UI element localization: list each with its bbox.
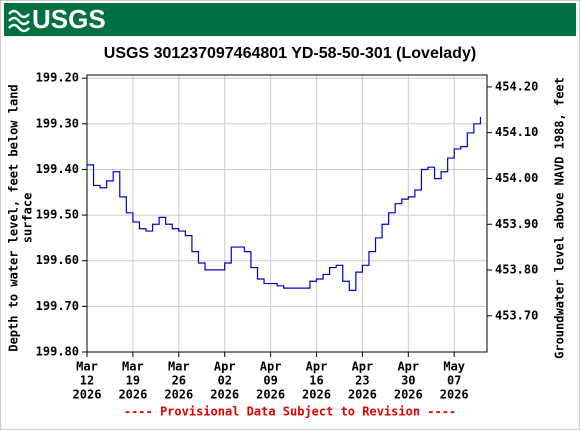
x-tick-label: 02 — [217, 374, 231, 388]
y-tick-label: 199.50 — [36, 208, 79, 222]
x-tick-label: 2026 — [302, 388, 331, 402]
y2-tick-label: 454.10 — [495, 125, 538, 139]
x-tick-label: 16 — [309, 374, 323, 388]
y2-tick-label: 453.80 — [495, 263, 538, 277]
header-bar — [4, 3, 576, 36]
x-tick-label: 26 — [172, 374, 186, 388]
x-tick-label: Apr — [306, 360, 328, 374]
y2-tick-label: 453.90 — [495, 217, 538, 231]
x-tick-label: 2026 — [256, 388, 285, 402]
x-tick-label: Apr — [260, 360, 282, 374]
x-tick-label: Mar — [168, 360, 190, 374]
y2-tick-label: 453.70 — [495, 308, 538, 322]
x-tick-label: 2026 — [164, 388, 193, 402]
data-line — [87, 116, 482, 291]
chart-title: USGS 301237097464801 YD-58-50-301 (Lovel… — [104, 45, 476, 62]
x-tick-label: 2026 — [394, 388, 423, 402]
y-tick-label: 199.70 — [36, 299, 79, 313]
footer-note: ---- Provisional Data Subject to Revisio… — [124, 405, 456, 419]
x-tick-label: 2026 — [118, 388, 147, 402]
x-tick-label: 2026 — [440, 388, 469, 402]
y2-tick-label: 454.20 — [495, 79, 538, 93]
x-tick-label: 30 — [401, 374, 415, 388]
x-tick-label: Apr — [397, 360, 419, 374]
x-tick-label: 2026 — [348, 388, 377, 402]
y-tick-label: 199.80 — [36, 345, 79, 359]
x-tick-label: 07 — [447, 374, 461, 388]
logo: USGS — [32, 4, 106, 34]
x-tick-label: 2026 — [73, 388, 102, 402]
x-tick-label: 19 — [126, 374, 140, 388]
x-tick-label: May — [443, 360, 465, 374]
x-tick-label: Mar — [76, 360, 98, 374]
x-tick-label: 2026 — [210, 388, 239, 402]
x-tick-label: Apr — [214, 360, 236, 374]
x-tick-label: 23 — [355, 374, 369, 388]
plot-frame — [86, 74, 488, 353]
y-axis-label: Depth to water level, feet below land — [7, 84, 21, 351]
logo-waves — [8, 9, 30, 33]
y2-tick-label: 454.00 — [495, 171, 538, 185]
x-tick-label: Apr — [352, 360, 374, 374]
y-tick-label: 199.30 — [36, 116, 79, 130]
y-tick-label: 199.60 — [36, 253, 79, 267]
y-tick-label: 199.40 — [36, 162, 79, 176]
x-tick-label: 09 — [263, 374, 277, 388]
x-tick-label: Mar — [122, 360, 144, 374]
x-tick-label: 12 — [80, 374, 94, 388]
y-axis-label: surface — [21, 193, 35, 244]
y-tick-label: 199.20 — [36, 71, 79, 85]
y2-axis-label: Groundwater level above NAVD 1988, feet — [553, 77, 567, 359]
